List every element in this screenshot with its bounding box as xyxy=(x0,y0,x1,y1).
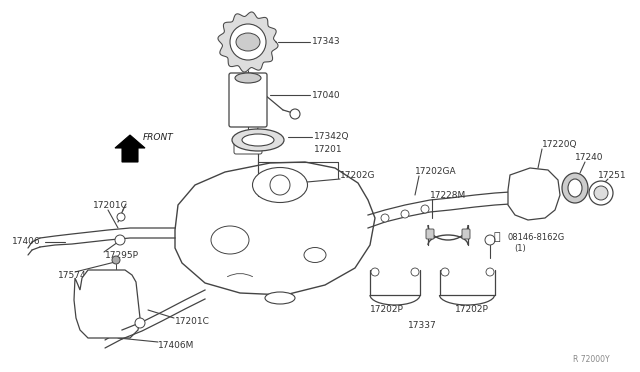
Ellipse shape xyxy=(253,167,307,202)
Text: R 72000Y: R 72000Y xyxy=(573,356,610,365)
Text: 17295P: 17295P xyxy=(105,250,139,260)
Polygon shape xyxy=(175,162,375,295)
Polygon shape xyxy=(508,168,560,220)
Polygon shape xyxy=(218,12,278,72)
Text: 17040: 17040 xyxy=(312,90,340,99)
Ellipse shape xyxy=(235,73,261,83)
Ellipse shape xyxy=(236,33,260,51)
Circle shape xyxy=(117,213,125,221)
Circle shape xyxy=(135,318,145,328)
Circle shape xyxy=(371,268,379,276)
Circle shape xyxy=(411,268,419,276)
Text: (1): (1) xyxy=(514,244,525,253)
Text: 17201C: 17201C xyxy=(93,201,128,209)
Text: 17240: 17240 xyxy=(575,154,604,163)
Text: 17337: 17337 xyxy=(408,321,436,330)
Circle shape xyxy=(230,24,266,60)
FancyBboxPatch shape xyxy=(462,229,470,239)
Ellipse shape xyxy=(562,173,588,203)
Text: 17201C: 17201C xyxy=(175,317,210,327)
Text: FRONT: FRONT xyxy=(143,134,173,142)
Ellipse shape xyxy=(304,247,326,263)
Circle shape xyxy=(594,186,608,200)
Polygon shape xyxy=(74,270,140,338)
Ellipse shape xyxy=(242,134,274,146)
Text: 17201: 17201 xyxy=(314,144,342,154)
Circle shape xyxy=(290,109,300,119)
FancyBboxPatch shape xyxy=(234,136,262,154)
Text: 17574X: 17574X xyxy=(58,270,93,279)
Text: 08146-8162G: 08146-8162G xyxy=(507,232,564,241)
Text: Ⓢ: Ⓢ xyxy=(493,232,500,242)
Text: 17406M: 17406M xyxy=(158,340,195,350)
Text: 17228M: 17228M xyxy=(430,190,467,199)
Text: 17202G: 17202G xyxy=(340,170,376,180)
Circle shape xyxy=(381,214,389,222)
Circle shape xyxy=(115,235,125,245)
Text: 17202P: 17202P xyxy=(370,305,404,314)
Ellipse shape xyxy=(232,129,284,151)
Circle shape xyxy=(401,210,409,218)
Circle shape xyxy=(486,268,494,276)
Polygon shape xyxy=(115,135,145,162)
Text: 17342Q: 17342Q xyxy=(314,132,349,141)
Text: 17406: 17406 xyxy=(12,237,40,247)
Text: 17220Q: 17220Q xyxy=(542,141,577,150)
Circle shape xyxy=(270,175,290,195)
Ellipse shape xyxy=(265,292,295,304)
Text: 17343: 17343 xyxy=(312,38,340,46)
Text: 17251: 17251 xyxy=(598,170,627,180)
Circle shape xyxy=(112,256,120,264)
Circle shape xyxy=(441,268,449,276)
FancyBboxPatch shape xyxy=(426,229,434,239)
FancyBboxPatch shape xyxy=(229,73,267,127)
Circle shape xyxy=(485,235,495,245)
Ellipse shape xyxy=(211,226,249,254)
Circle shape xyxy=(589,181,613,205)
Circle shape xyxy=(421,205,429,213)
Ellipse shape xyxy=(568,179,582,197)
Text: 17202P: 17202P xyxy=(455,305,489,314)
Text: 17202GA: 17202GA xyxy=(415,167,456,176)
